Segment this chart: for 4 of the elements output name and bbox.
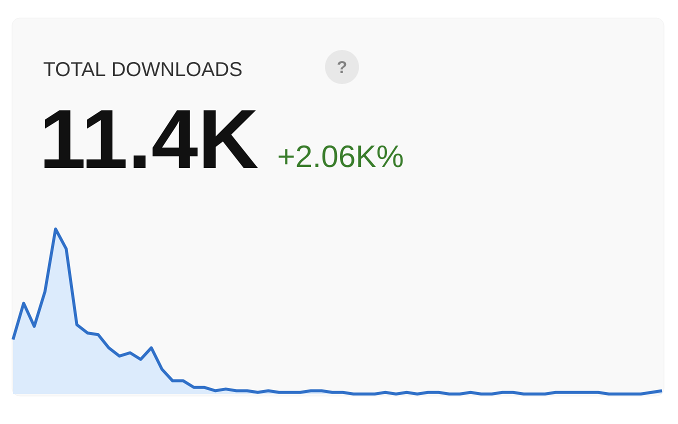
text: +2.06K% (278, 145, 403, 168)
text: 11.4K (44, 110, 258, 168)
chart-title: TOTAL DOWNLOADS (44, 62, 242, 76)
text: ? (338, 61, 346, 73)
